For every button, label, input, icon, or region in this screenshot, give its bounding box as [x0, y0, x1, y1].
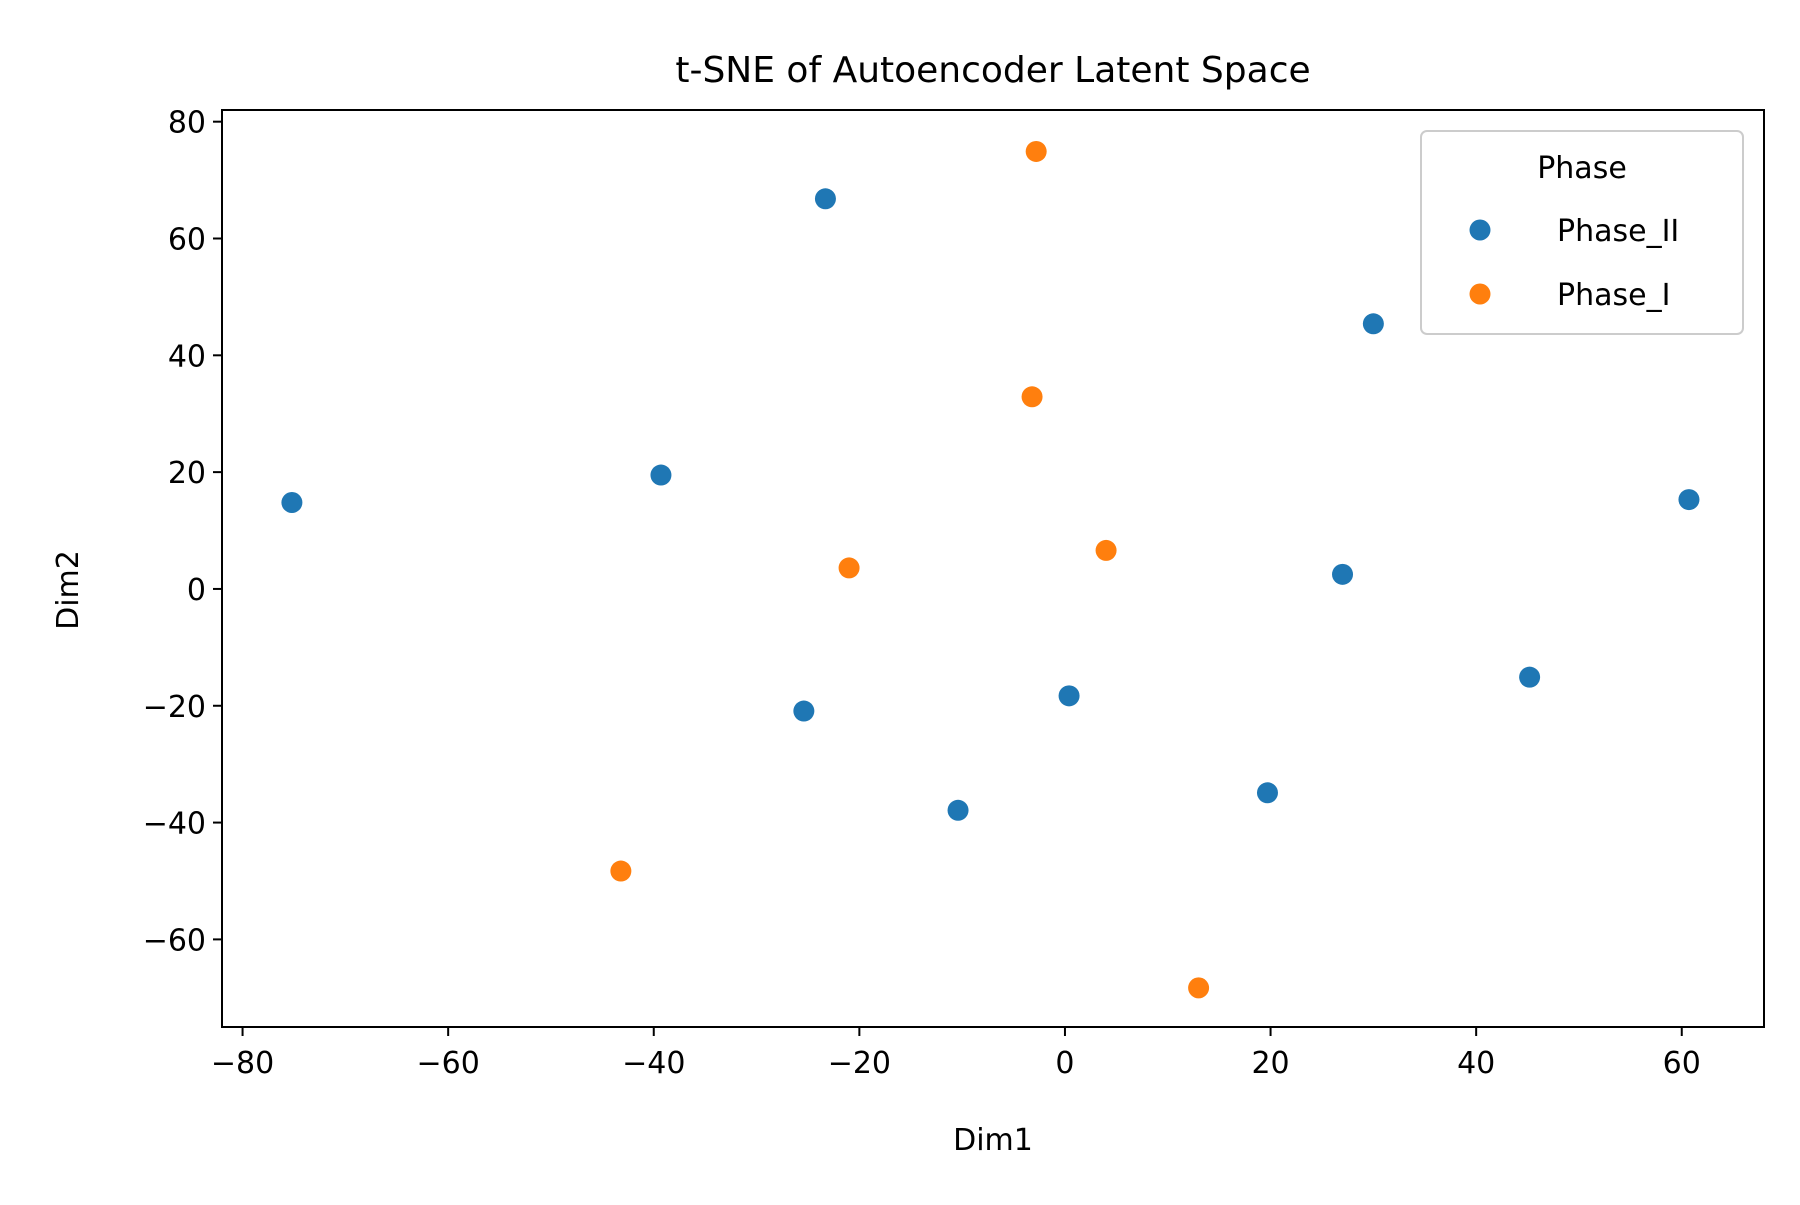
data-point-phase-i	[610, 860, 632, 882]
data-point-phase-i	[1095, 539, 1117, 561]
legend-marker-phase-i	[1469, 283, 1491, 305]
x-tick-label: −40	[622, 1046, 685, 1081]
legend-label-phase-ii: Phase_II	[1557, 214, 1679, 249]
data-point-phase-ii	[1058, 685, 1080, 707]
y-tick-label: 80	[168, 106, 206, 141]
y-tick-label: −40	[143, 807, 206, 842]
y-tick-label: −20	[143, 690, 206, 725]
legend-title: Phase	[1537, 151, 1627, 186]
data-point-phase-ii	[1678, 489, 1700, 511]
y-tick-label: 40	[168, 339, 206, 374]
x-tick-label: 60	[1663, 1046, 1701, 1081]
x-tick-label: 40	[1457, 1046, 1495, 1081]
x-tick-label: −80	[211, 1046, 274, 1081]
axis-ticks: −80 −60 −40 −20 0 20 40 60 −60 −40 −20 0 20 40 60 80	[143, 106, 1701, 1081]
data-point-phase-ii	[1332, 563, 1354, 585]
x-tick-label: 20	[1251, 1046, 1289, 1081]
data-point-phase-i	[838, 557, 860, 579]
data-point-phase-ii	[281, 491, 303, 513]
data-points	[281, 140, 1700, 999]
legend-label-phase-i: Phase_I	[1557, 278, 1670, 313]
x-tick-label: −60	[417, 1046, 480, 1081]
x-tick-label: −20	[828, 1046, 891, 1081]
data-point-phase-i	[1188, 977, 1210, 999]
y-tick-label: 20	[168, 456, 206, 491]
y-tick-label: −60	[143, 923, 206, 958]
legend-marker-phase-ii	[1469, 219, 1491, 241]
data-point-phase-i	[1025, 140, 1047, 162]
x-tick-label: 0	[1055, 1046, 1074, 1081]
data-point-phase-i	[1021, 386, 1043, 408]
plot-frame	[221, 109, 1765, 1028]
chart-title: t-SNE of Autoencoder Latent Space	[675, 50, 1310, 91]
data-point-phase-ii	[814, 188, 836, 210]
legend: Phase Phase_II Phase_I	[1420, 130, 1744, 335]
data-point-phase-ii	[1362, 313, 1384, 335]
y-tick-label: 0	[187, 573, 206, 608]
legend-frame	[1420, 130, 1744, 335]
data-point-phase-ii	[1256, 782, 1278, 804]
y-axis-label: Dim2	[51, 550, 86, 630]
data-point-phase-ii	[1519, 666, 1541, 688]
x-axis-label: Dim1	[953, 1123, 1033, 1158]
data-point-phase-ii	[947, 799, 969, 821]
y-tick-label: 60	[168, 222, 206, 257]
data-point-phase-ii	[650, 464, 672, 486]
data-point-phase-ii	[793, 700, 815, 722]
